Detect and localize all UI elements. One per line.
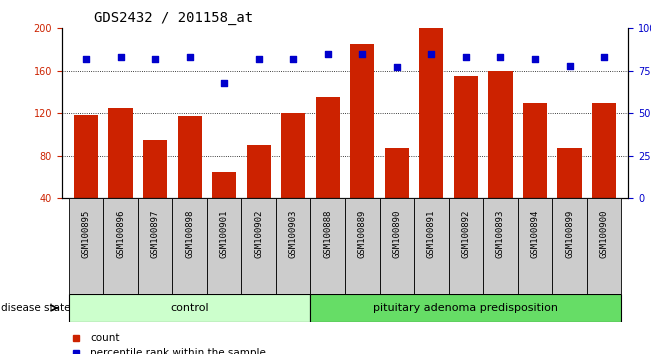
- Bar: [74, 115, 98, 198]
- Bar: [69, 198, 104, 294]
- Bar: [557, 148, 581, 198]
- Point: [288, 56, 298, 62]
- Bar: [173, 198, 207, 294]
- Text: GSM100903: GSM100903: [289, 210, 298, 258]
- Bar: [207, 198, 242, 294]
- Point: [357, 51, 368, 57]
- Text: GSM100899: GSM100899: [565, 210, 574, 258]
- Bar: [311, 198, 345, 294]
- Text: control: control: [171, 303, 209, 313]
- Point: [599, 55, 609, 60]
- Text: GSM100901: GSM100901: [219, 210, 229, 258]
- Bar: [523, 103, 547, 198]
- Text: GSM100895: GSM100895: [81, 210, 90, 258]
- Point: [253, 56, 264, 62]
- Bar: [316, 97, 340, 198]
- Bar: [483, 198, 518, 294]
- Point: [322, 51, 333, 57]
- Bar: [449, 198, 483, 294]
- Bar: [281, 113, 305, 198]
- Text: GSM100890: GSM100890: [393, 210, 401, 258]
- Point: [564, 63, 575, 69]
- Point: [392, 64, 402, 70]
- Point: [184, 55, 195, 60]
- Bar: [518, 198, 552, 294]
- Bar: [69, 294, 311, 322]
- Bar: [414, 198, 449, 294]
- Bar: [212, 172, 236, 198]
- Text: GSM100888: GSM100888: [324, 210, 332, 258]
- Point: [115, 55, 126, 60]
- Bar: [419, 28, 443, 198]
- Bar: [592, 103, 616, 198]
- Text: GSM100897: GSM100897: [150, 210, 159, 258]
- Bar: [380, 198, 414, 294]
- Bar: [247, 145, 271, 198]
- Text: GSM100902: GSM100902: [254, 210, 263, 258]
- Text: GSM100893: GSM100893: [496, 210, 505, 258]
- Text: GSM100892: GSM100892: [462, 210, 471, 258]
- Text: GSM100891: GSM100891: [427, 210, 436, 258]
- Point: [530, 56, 540, 62]
- Point: [495, 55, 506, 60]
- Point: [81, 56, 91, 62]
- Text: GSM100898: GSM100898: [185, 210, 194, 258]
- Bar: [488, 71, 512, 198]
- Bar: [143, 140, 167, 198]
- Legend: count, percentile rank within the sample: count, percentile rank within the sample: [67, 329, 270, 354]
- Point: [150, 56, 160, 62]
- Text: GSM100894: GSM100894: [531, 210, 540, 258]
- Point: [219, 80, 229, 86]
- Bar: [138, 198, 173, 294]
- Text: GSM100889: GSM100889: [358, 210, 367, 258]
- Text: GDS2432 / 201158_at: GDS2432 / 201158_at: [94, 11, 253, 25]
- Bar: [178, 116, 202, 198]
- Bar: [242, 198, 276, 294]
- Bar: [109, 108, 133, 198]
- Bar: [345, 198, 380, 294]
- Bar: [276, 198, 311, 294]
- Point: [461, 55, 471, 60]
- Bar: [311, 294, 621, 322]
- Text: GSM100896: GSM100896: [116, 210, 125, 258]
- Text: pituitary adenoma predisposition: pituitary adenoma predisposition: [374, 303, 559, 313]
- Bar: [552, 198, 587, 294]
- Text: GSM100900: GSM100900: [600, 210, 609, 258]
- Bar: [587, 198, 621, 294]
- Point: [426, 51, 437, 57]
- Bar: [454, 76, 478, 198]
- Text: disease state: disease state: [1, 303, 70, 313]
- Bar: [104, 198, 138, 294]
- Bar: [350, 44, 374, 198]
- Bar: [385, 148, 409, 198]
